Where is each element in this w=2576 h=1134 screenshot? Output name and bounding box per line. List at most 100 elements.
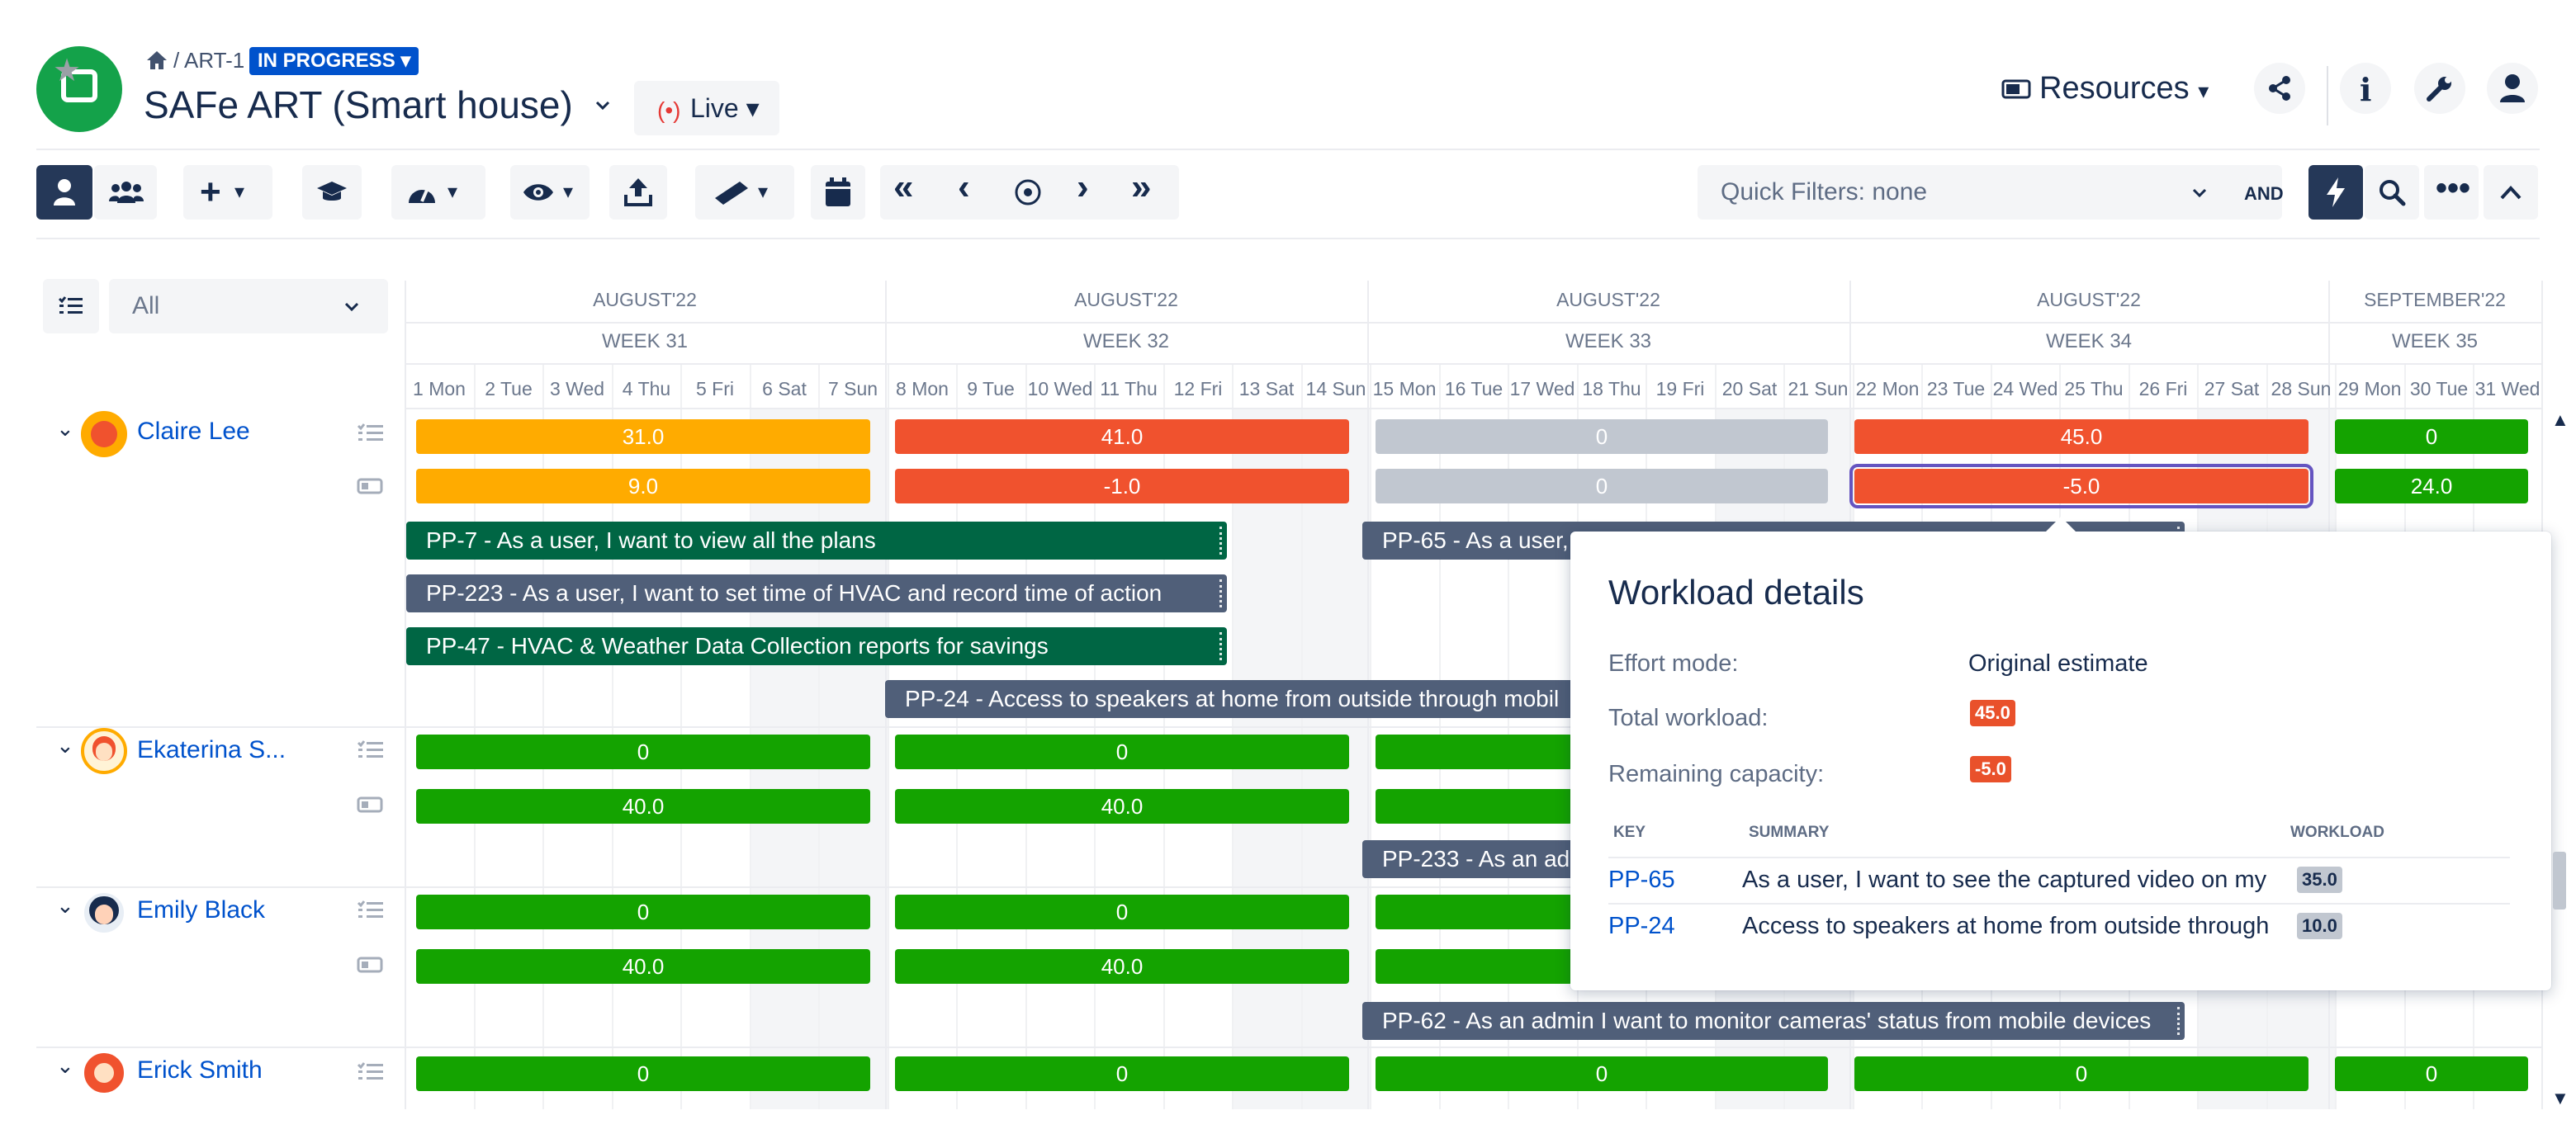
workload-bar[interactable]: 0 <box>895 895 1349 929</box>
scale-button[interactable]: ▾ <box>695 165 794 220</box>
battery-icon[interactable] <box>357 475 385 497</box>
project-logo-icon <box>61 69 97 102</box>
task-bar-pp233[interactable]: PP-233 - As an ad <box>1362 840 1610 878</box>
capacity-bar[interactable]: -1.0 <box>895 469 1349 503</box>
capacity-bar[interactable] <box>1376 789 1573 824</box>
export-button[interactable] <box>609 165 667 220</box>
expand-chevron-icon[interactable]: ⌄ <box>56 733 74 758</box>
calendar-button[interactable] <box>811 165 865 220</box>
total-workload-label: Total workload: <box>1608 705 1769 731</box>
filter-list-button[interactable] <box>43 279 99 333</box>
capacity-bar[interactable]: 24.0 <box>2335 469 2528 503</box>
info-button[interactable]: i <box>2340 63 2391 114</box>
more-icon: ••• <box>2436 170 2471 206</box>
and-toggle[interactable]: AND <box>2244 183 2284 204</box>
chevron-left-icon[interactable]: ‹ <box>958 167 970 207</box>
live-mode-button[interactable] <box>634 81 779 135</box>
issue-key-link[interactable]: PP-65 <box>1608 867 1675 893</box>
list-icon[interactable] <box>357 423 385 444</box>
workload-bar[interactable]: 31.0 <box>416 419 870 454</box>
list-icon[interactable] <box>357 739 385 761</box>
capacity-bar[interactable]: 9.0 <box>416 469 870 503</box>
settings-button[interactable] <box>2414 63 2465 114</box>
battery-icon[interactable] <box>357 794 385 815</box>
week-label: WEEK 32 <box>1082 330 1170 352</box>
person-name-claire-lee[interactable]: Claire Lee <box>137 418 250 445</box>
workload-bar[interactable]: 0 <box>895 1056 1349 1091</box>
workload-bar[interactable]: 0 <box>416 895 870 929</box>
person-name-ekaterina[interactable]: Ekaterina S... <box>137 736 286 763</box>
view-team-button[interactable] <box>94 165 157 220</box>
dashboard-button[interactable]: ▾ <box>391 165 485 220</box>
workload-bar[interactable]: 0 <box>416 735 870 769</box>
capacity-value: 40.0 <box>1101 794 1144 819</box>
collapse-button[interactable] <box>2484 165 2538 220</box>
workload-bar[interactable]: 0 <box>416 1056 870 1091</box>
workload-bar[interactable] <box>1376 895 1573 929</box>
expand-chevron-icon[interactable]: ⌄ <box>56 1053 74 1078</box>
workload-bar[interactable]: 0 <box>1376 1056 1828 1091</box>
star-icon[interactable]: ★ <box>53 54 82 88</box>
target-icon[interactable] <box>1014 178 1042 206</box>
workload-bar[interactable]: 0 <box>2335 419 2528 454</box>
breadcrumb[interactable]: / ART-1 <box>173 48 245 73</box>
double-chevron-right-icon[interactable]: » <box>1131 167 1152 207</box>
capacity-bar[interactable]: 40.0 <box>416 949 870 984</box>
filter-select[interactable] <box>109 279 388 333</box>
double-chevron-left-icon[interactable]: « <box>893 167 914 207</box>
workload-bar[interactable] <box>1376 735 1573 769</box>
person-icon <box>54 179 75 206</box>
add-button[interactable]: + ▾ <box>183 165 272 220</box>
resources-menu[interactable]: Resources ▾ <box>2039 71 2209 106</box>
day-gridline <box>888 363 889 1109</box>
workload-value: 0 <box>637 900 650 924</box>
list-icon[interactable] <box>357 1061 385 1083</box>
week-label: WEEK 34 <box>2045 330 2133 352</box>
quick-action-button[interactable] <box>2308 165 2363 220</box>
task-bar-pp7[interactable]: PP-7 - As a user, I want to view all the… <box>406 522 1227 560</box>
expand-chevron-icon[interactable]: ⌄ <box>56 893 74 918</box>
capacity-bar[interactable] <box>1376 949 1573 984</box>
expand-chevron-icon[interactable]: ⌄ <box>56 416 74 441</box>
workload-bar[interactable]: 45.0 <box>1854 419 2308 454</box>
day-label: 1 Mon <box>413 378 466 399</box>
user-button[interactable] <box>2487 63 2538 114</box>
chevron-down-icon[interactable] <box>593 96 613 116</box>
workload-bar[interactable]: 41.0 <box>895 419 1349 454</box>
person-name-emily-black[interactable]: Emily Black <box>137 896 266 924</box>
capacity-bar[interactable]: -5.0 <box>1849 464 2313 508</box>
issue-key-link[interactable]: PP-24 <box>1608 913 1675 939</box>
list-icon[interactable] <box>357 900 385 921</box>
day-label: 25 Thu <box>2064 378 2124 399</box>
home-icon[interactable] <box>145 50 168 71</box>
capacity-bar[interactable]: 0 <box>1376 469 1828 503</box>
person-name-erick-smith[interactable]: Erick Smith <box>137 1056 263 1084</box>
search-button[interactable] <box>2365 165 2419 220</box>
scroll-up-icon[interactable]: ▲ <box>2551 409 2569 430</box>
share-button[interactable] <box>2254 63 2305 114</box>
more-button[interactable]: ••• <box>2424 165 2479 220</box>
workload-bar[interactable]: 0 <box>1854 1056 2308 1091</box>
broadcast-icon: (•) <box>657 97 681 123</box>
workload-bar[interactable]: 0 <box>1376 419 1828 454</box>
view-person-button[interactable] <box>36 165 92 220</box>
task-bar-pp47[interactable]: PP-47 - HVAC & Weather Data Collection r… <box>406 627 1227 665</box>
project-avatar[interactable] <box>36 46 122 132</box>
scroll-down-icon[interactable]: ▼ <box>2551 1088 2569 1108</box>
status-badge[interactable]: IN PROGRESS ▾ <box>249 47 419 75</box>
chevron-right-icon[interactable]: › <box>1077 167 1089 207</box>
workload-bar[interactable]: 0 <box>895 735 1349 769</box>
capacity-bar[interactable]: 40.0 <box>895 949 1349 984</box>
capacity-bar[interactable]: 40.0 <box>895 789 1349 824</box>
workload-bar[interactable]: 0 <box>2335 1056 2528 1091</box>
day-label: 28 Sun <box>2271 378 2332 399</box>
scrollbar-thumb[interactable] <box>2553 852 2566 910</box>
task-bar-pp223[interactable]: PP-223 - As a user, I want to set time o… <box>406 574 1227 612</box>
training-button[interactable] <box>302 165 362 220</box>
task-bar-pp62[interactable]: PP-62 - As an admin I want to monitor ca… <box>1362 1002 2185 1040</box>
task-bar-pp24[interactable]: PP-24 - Access to speakers at home from … <box>885 680 1595 718</box>
visibility-button[interactable]: ▾ <box>510 165 590 220</box>
capacity-bar[interactable]: 40.0 <box>416 789 870 824</box>
battery-icon[interactable] <box>357 954 385 976</box>
quick-filters-select[interactable] <box>1698 165 2282 220</box>
